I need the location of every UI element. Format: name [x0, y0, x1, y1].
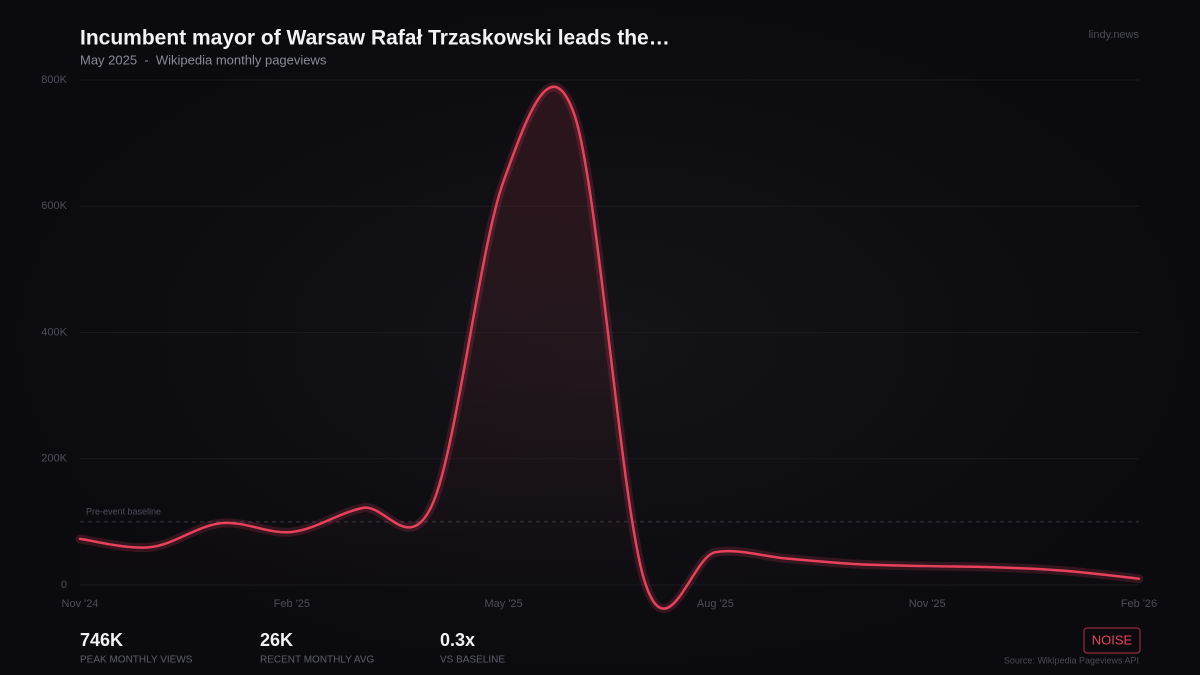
y-tick-label: 600K [41, 200, 67, 212]
x-tick-label: May '25 [485, 598, 523, 610]
source: Source: Wikipedia Pageviews API [1004, 655, 1139, 665]
y-tick-label: 0 [61, 579, 67, 591]
stat-value: 0.3x [440, 630, 475, 650]
x-tick-label: Nov '24 [62, 598, 99, 610]
badge: NOISE [1092, 632, 1133, 647]
y-tick-label: 200K [41, 453, 67, 465]
x-tick-label: Feb '25 [274, 598, 310, 610]
stats: 746K PEAK MONTHLY VIEWS 26K RECENT MONTHLY … [80, 630, 505, 666]
y-tick-label: 400K [41, 326, 67, 338]
stat-label: VS BASELINE [440, 655, 505, 666]
chart-subtitle: May 2025 - Wikipedia monthly pageviews [80, 52, 327, 67]
stat-value: 26K [260, 630, 293, 650]
x-tick-label: Nov '25 [909, 598, 946, 610]
line [78, 85, 1141, 610]
stat-label: RECENT MONTHLY AVG [260, 655, 375, 666]
baseline-label: Pre-event baseline [86, 506, 161, 516]
badge-box [1083, 627, 1141, 654]
stat-value: 746K [80, 630, 123, 650]
x-tick-label: Feb '26 [1121, 598, 1157, 610]
brand: lindy.news [1088, 29, 1139, 41]
stat-label: PEAK MONTHLY VIEWS [80, 655, 193, 666]
y-tick-label: 800K [41, 74, 67, 86]
chart-title: Incumbent mayor of Warsaw Rafał Trzaskow… [80, 27, 670, 50]
x-tick-label: Aug '25 [697, 598, 734, 610]
